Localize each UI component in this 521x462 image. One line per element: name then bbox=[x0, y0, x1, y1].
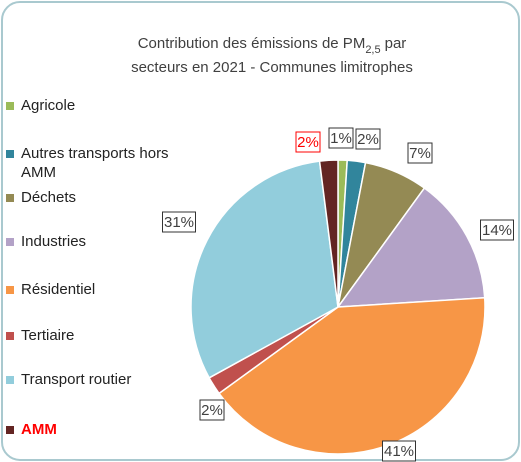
data-label: 41% bbox=[384, 443, 414, 460]
data-label-box bbox=[407, 142, 433, 164]
legend-item: Déchets bbox=[6, 188, 186, 207]
legend-swatch bbox=[6, 376, 14, 384]
legend-item: Tertiaire bbox=[6, 326, 186, 345]
legend-item: AMM bbox=[6, 420, 186, 439]
legend-swatch bbox=[6, 332, 14, 340]
legend-label: Agricole bbox=[21, 97, 76, 114]
legend-label: Résidentiel bbox=[21, 281, 96, 298]
data-label-box bbox=[295, 131, 321, 153]
legend-label: Déchets bbox=[21, 189, 77, 206]
data-label: 7% bbox=[409, 145, 431, 162]
legend-label: Autres transports hors AMM bbox=[21, 145, 169, 181]
title-subscript: 2,5 bbox=[365, 44, 380, 56]
chart-title: secteurs en 2021 - Communes limitrophes bbox=[131, 59, 413, 76]
data-label: 14% bbox=[482, 222, 512, 239]
legend-item: Résidentiel bbox=[6, 280, 186, 299]
legend-item: Autres transports hors AMM bbox=[6, 144, 186, 182]
legend-label: AMM bbox=[21, 421, 57, 438]
pie-slice bbox=[190, 160, 339, 379]
legend-label: Tertiaire bbox=[21, 327, 75, 344]
data-label-box bbox=[480, 219, 514, 241]
legend-item: Industries bbox=[6, 232, 186, 251]
data-label: 2% bbox=[357, 131, 379, 148]
legend-label: Industries bbox=[21, 233, 87, 250]
pie-slice bbox=[318, 159, 339, 308]
pie-slice bbox=[336, 187, 486, 308]
legend-label: Transport routier bbox=[21, 371, 132, 388]
legend-swatch bbox=[6, 194, 14, 202]
chart-title: Contribution des émissions de PM2,5 par bbox=[138, 35, 407, 56]
data-label-box bbox=[382, 440, 416, 462]
data-label-box bbox=[199, 399, 225, 421]
data-label-box bbox=[355, 128, 381, 150]
title-part: Contribution des émissions de PM bbox=[138, 35, 366, 52]
legend-swatch bbox=[6, 102, 14, 110]
legend-item: Agricole bbox=[6, 96, 186, 115]
legend-item: Transport routier bbox=[6, 370, 186, 389]
legend-swatch bbox=[6, 426, 14, 434]
data-label: 2% bbox=[201, 402, 223, 419]
data-label-box bbox=[328, 127, 354, 149]
data-label-box bbox=[162, 211, 196, 233]
legend-swatch bbox=[6, 286, 14, 294]
data-label: 2% bbox=[297, 134, 319, 151]
title-part: par bbox=[385, 35, 407, 52]
legend-swatch bbox=[6, 238, 14, 246]
legend-swatch bbox=[6, 150, 14, 158]
data-label: 31% bbox=[164, 214, 194, 231]
data-label: 1% bbox=[330, 130, 352, 147]
